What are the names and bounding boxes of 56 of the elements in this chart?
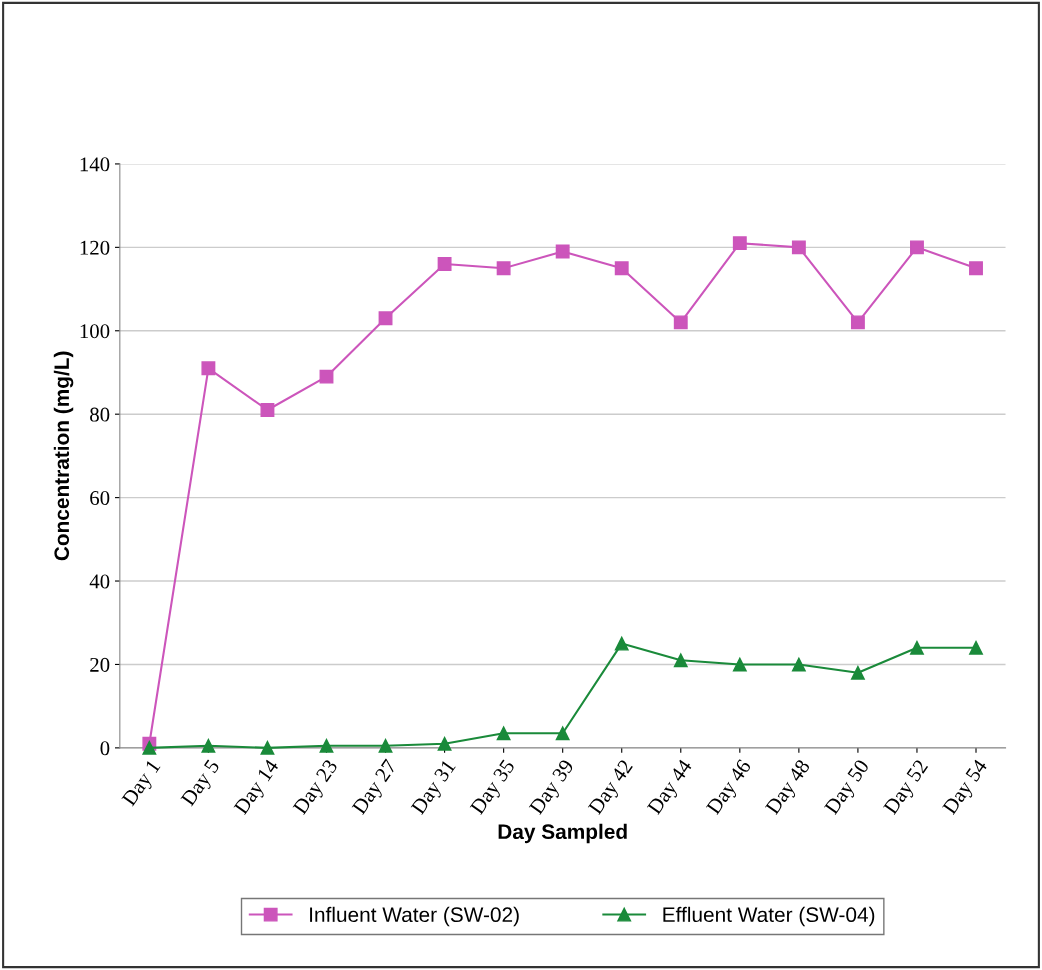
x-tick-label: Day 5	[180, 758, 224, 810]
y-tick-label: 40	[89, 574, 110, 589]
x-tick-label: Day 39	[528, 758, 578, 818]
x-tick-label: Day 48	[764, 758, 814, 818]
x-tick-label: Day 14	[233, 758, 283, 818]
point	[555, 244, 570, 259]
point	[673, 653, 688, 668]
x-tick-label: Day 46	[705, 758, 755, 818]
point	[910, 640, 924, 655]
point	[378, 738, 393, 753]
point	[319, 369, 334, 384]
point	[910, 240, 924, 255]
x-tick-label: Day 1	[121, 758, 165, 810]
point	[260, 740, 275, 755]
x-tick-label: Day 52	[882, 758, 932, 818]
y-axis-title: Concentration (mg/L)	[53, 351, 74, 561]
y-tick-label: 120	[80, 240, 110, 255]
x-tick-label: Day 23	[292, 758, 342, 818]
point	[437, 257, 452, 271]
x-tick-label: Day 50	[823, 758, 873, 818]
x-tick-label: Day 44	[646, 758, 697, 818]
y-tick-label: 80	[90, 407, 110, 422]
point	[555, 726, 570, 741]
x-tick-label: Day 42	[587, 758, 637, 818]
point	[673, 315, 688, 330]
point	[201, 738, 216, 753]
point	[319, 738, 334, 753]
x-tick-label: Day 31	[410, 758, 460, 818]
y-tick-label: 140	[80, 157, 110, 172]
y-tick-label: 20	[90, 657, 110, 672]
legend-label: Influent Water (SW-02)	[310, 906, 519, 927]
x-tick-label: Day 54	[942, 758, 992, 818]
point	[791, 657, 806, 672]
point	[437, 736, 452, 751]
point	[496, 726, 511, 741]
legend-label: Effluent Water (SW-04)	[663, 906, 875, 927]
x-tick-label: Day 27	[351, 758, 401, 818]
point	[201, 361, 216, 376]
point	[850, 315, 865, 330]
point	[614, 261, 629, 276]
point	[969, 261, 983, 276]
point	[732, 657, 747, 672]
point	[732, 236, 747, 251]
point	[850, 665, 865, 680]
point	[791, 240, 806, 255]
y-tick-label: 0	[100, 741, 110, 756]
point	[614, 636, 629, 651]
point	[142, 740, 157, 755]
x-axis-title: Day Sampled	[498, 823, 627, 844]
point	[969, 640, 983, 655]
y-tick-label: 100	[80, 324, 110, 339]
x-tick-label: Day 35	[469, 758, 519, 818]
point	[496, 261, 511, 276]
point	[378, 311, 393, 326]
y-tick-label: 60	[90, 490, 110, 506]
point	[260, 403, 275, 417]
